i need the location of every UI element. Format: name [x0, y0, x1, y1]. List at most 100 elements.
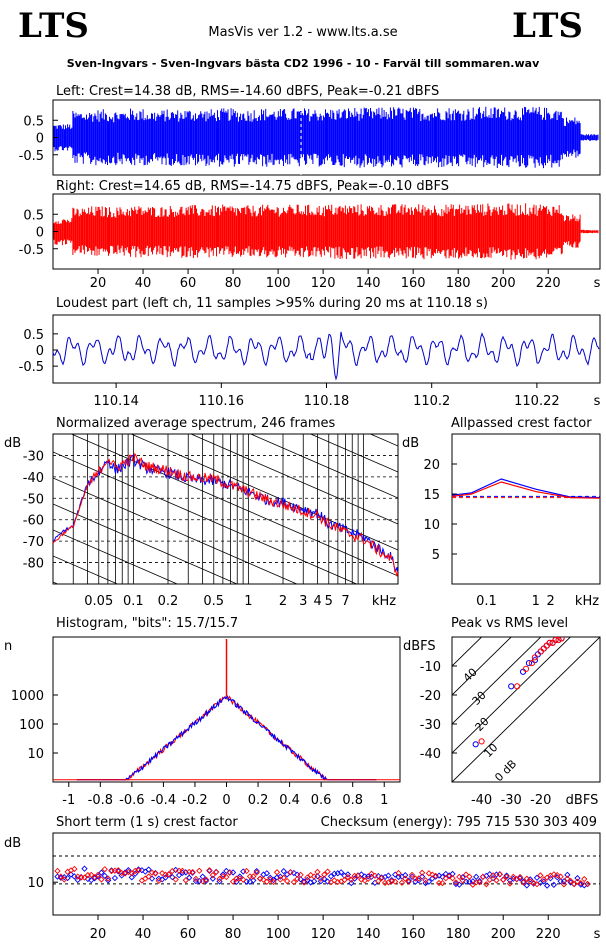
peakrms-point-right — [555, 637, 562, 643]
spectrum-xtick-label: 4 — [313, 594, 321, 609]
time-xtick-label: 180 — [446, 276, 471, 291]
shortcrest-point-right — [378, 874, 385, 882]
spectrum-xtick-label: 0.5 — [203, 594, 224, 609]
shortcrest-point-left — [216, 878, 223, 885]
allpass-xtick-label: kHz — [575, 594, 599, 609]
left_waveform-ytick-label: 0 — [36, 132, 44, 147]
allpass-ytick-label: 20 — [423, 458, 440, 473]
shortcrest-point-left — [155, 875, 162, 882]
shortcrest-point-right — [226, 869, 233, 876]
spectrum-ytick-label: -70 — [23, 535, 44, 550]
histogram-title: Histogram, "bits": 15.7/15.7 — [56, 616, 238, 631]
shortcrest-point-right — [57, 873, 65, 880]
shortcrest-title: Short term (1 s) crest factor — [56, 815, 238, 830]
histogram-xtick-label: -0.2 — [182, 793, 207, 808]
time-xtick-label: 140 — [356, 276, 381, 291]
shortcrest-point-right — [537, 872, 544, 879]
shortcrest-point-left — [280, 868, 287, 875]
peakrms-line-label: 0 dB — [492, 757, 519, 784]
shortcrest-xtick-label: 120 — [311, 927, 336, 942]
histogram-xtick-label: -0.8 — [88, 793, 113, 808]
histogram-xtick-label: -1 — [62, 793, 75, 808]
spectrum-xtick-label: 5 — [325, 594, 333, 609]
histogram-xtick-label: 0.8 — [342, 793, 363, 808]
allpass-series-right — [451, 481, 601, 499]
shortcrest-point-left — [402, 872, 409, 879]
shortcrest-point-right — [310, 873, 318, 880]
spectrum-xtick-label: kHz — [372, 594, 396, 609]
spectrum-slope-line — [53, 686, 398, 836]
shortcrest-point-right — [290, 878, 297, 886]
shortcrest-point-right — [415, 875, 422, 882]
spectrum-slope-line — [70, 434, 398, 577]
shortcrest-point-right — [223, 873, 230, 881]
peakrms-xtick-label: -20 — [530, 793, 551, 808]
shortcrest-point-left — [385, 872, 392, 879]
shortcrest-xtick-label: 180 — [446, 927, 471, 942]
shortcrest-point-right — [469, 881, 476, 888]
shortcrest-point-left — [486, 871, 493, 878]
shortcrest-point-left — [371, 879, 379, 886]
shortcrest-point-right — [267, 876, 274, 883]
shortcrest-point-left — [476, 877, 483, 885]
shortcrest-point-right — [148, 869, 156, 876]
spectrum-slope-line — [53, 503, 239, 584]
spectrum-slope-line — [53, 660, 398, 810]
shortcrest-point-right — [314, 868, 321, 876]
shortcrest-point-right — [506, 880, 514, 887]
spectrum-slope-line — [53, 712, 398, 862]
spectrum-grid — [53, 434, 398, 584]
shortcrest-point-left — [489, 875, 497, 882]
loudest-xtick-label: 110.18 — [304, 394, 350, 409]
shortcrest-point-right — [557, 873, 564, 880]
shortcrest-point-left — [419, 873, 426, 880]
shortcrest-point-right — [486, 876, 493, 883]
peakrms-crest-line — [452, 637, 572, 754]
histogram-xtick-label: 0.4 — [279, 793, 300, 808]
left_waveform-ytick-label: -0.5 — [19, 149, 44, 164]
spectrum-xtick-label: 3 — [299, 594, 307, 609]
shortcrest-point-left — [81, 865, 88, 872]
shortcrest-point-left — [206, 867, 213, 875]
histogram-xtick-label: -0.6 — [119, 793, 144, 808]
shortcrest-point-right — [392, 878, 399, 885]
peakrms-xtick-label: -40 — [471, 793, 492, 808]
shortcrest-point-right — [135, 867, 142, 874]
shortcrest-point-right — [81, 874, 88, 881]
spectrum-frame — [52, 433, 399, 585]
allpass-ytick-label: 10 — [423, 518, 440, 533]
shortcrest-xtick-label: 100 — [266, 927, 291, 942]
shortcrest-point-left — [175, 872, 183, 879]
shortcrest-point-right — [236, 875, 243, 882]
shortcrest-point-left — [388, 877, 395, 884]
shortcrest-point-left — [290, 869, 297, 877]
shortcrest-point-left — [111, 874, 119, 882]
left_waveform-title: Left: Crest=14.38 dB, RMS=-14.60 dBFS, P… — [56, 84, 439, 99]
shortcrest-point-left — [324, 878, 331, 885]
shortcrest-point-right — [344, 873, 352, 881]
shortcrest-point-right — [260, 876, 267, 883]
shortcrest-point-right — [74, 873, 81, 880]
shortcrest-point-right — [321, 871, 328, 878]
shortcrest-point-left — [304, 876, 311, 884]
peakrms-point-left — [508, 683, 515, 690]
time-xtick-label: 20 — [90, 276, 107, 291]
spectrum-xtick-label: 1 — [244, 594, 252, 609]
shortcrest-point-right — [324, 868, 331, 875]
shortcrest-point-left — [273, 874, 281, 881]
shortcrest-xtick-label: 160 — [401, 927, 426, 942]
shortcrest-point-left — [277, 873, 284, 880]
shortcrest-point-left — [310, 878, 318, 885]
shortcrest-point-right — [371, 872, 379, 879]
shortcrest-xtick-label: 200 — [491, 927, 516, 942]
shortcrest-point-left — [250, 877, 257, 884]
shortcrest-point-left — [172, 866, 179, 874]
peakrms-ylabel: dBFS — [403, 639, 436, 654]
spectrum-xtick-label: 0.2 — [158, 594, 179, 609]
peakrms-line-label: 40 — [461, 666, 480, 685]
peakrms-ytick-label: -20 — [420, 689, 441, 704]
shortcrest-point-left — [574, 875, 581, 882]
histogram-series-left — [76, 695, 377, 781]
spectrum-slope-line — [53, 529, 179, 584]
spectrum-title: Normalized average spectrum, 246 frames — [56, 416, 335, 431]
